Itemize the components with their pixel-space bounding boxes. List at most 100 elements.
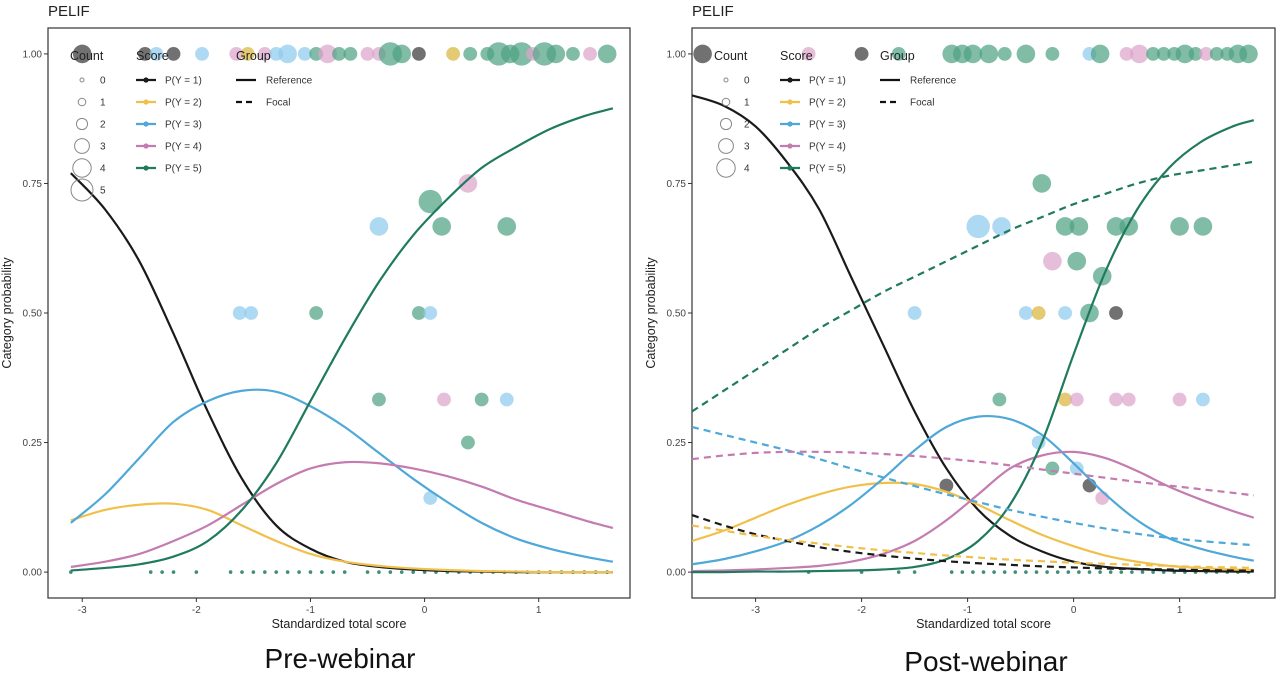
x-tick-label: 0 bbox=[1071, 605, 1077, 616]
x-tick-label: 1 bbox=[1177, 605, 1183, 616]
zero-count-dot bbox=[251, 570, 256, 574]
legend-group-title: Group bbox=[880, 49, 915, 63]
observed-proportion-bubble bbox=[497, 217, 517, 236]
x-tick-label: 1 bbox=[536, 605, 542, 616]
legend-score-dot bbox=[143, 99, 149, 105]
observed-proportion-bubble bbox=[546, 44, 566, 64]
observed-proportion-bubble bbox=[1193, 217, 1213, 236]
observed-proportion-bubble bbox=[1090, 44, 1110, 64]
observed-proportion-bubble bbox=[232, 306, 247, 320]
y-tick-label: 0.00 bbox=[667, 568, 687, 579]
legend-score-label: P(Y = 1) bbox=[165, 76, 202, 87]
plot-frame bbox=[47, 27, 631, 599]
zero-count-dot bbox=[263, 570, 267, 574]
legend-count-label: 0 bbox=[100, 76, 106, 87]
observed-proportion-bubble bbox=[423, 491, 438, 505]
observed-proportion-bubble bbox=[1031, 306, 1046, 320]
series-line bbox=[692, 524, 1254, 570]
panel-caption: Post-webinar bbox=[904, 646, 1067, 676]
observed-proportion-bubble bbox=[463, 47, 478, 61]
observed-proportion-bubble bbox=[1209, 47, 1224, 61]
observed-proportion-bubble bbox=[423, 306, 438, 320]
post-webinar-panel: PELIF Post-webinar 0.00 0.25 0.50 0.75 1.00 -… bbox=[644, 3, 1276, 676]
legend-score-dot bbox=[787, 165, 793, 171]
zero-count-dot bbox=[411, 570, 415, 574]
zero-count-dot bbox=[912, 570, 917, 574]
y-tick-label: 0.25 bbox=[23, 438, 43, 449]
legend-group-label: Focal bbox=[266, 98, 290, 109]
zero-count-dot bbox=[297, 570, 301, 574]
zero-count-dot bbox=[992, 570, 996, 574]
zero-count-dot bbox=[342, 570, 347, 574]
probability-curves bbox=[70, 107, 614, 574]
legend-score-label: P(Y = 2) bbox=[165, 98, 202, 109]
observed-proportion-bubble bbox=[474, 392, 489, 407]
series-line bbox=[692, 414, 1255, 566]
observed-proportion-bubble bbox=[891, 47, 906, 61]
zero-count-dot bbox=[1002, 570, 1007, 574]
legend-count-label: 2 bbox=[744, 120, 750, 131]
legend-count-label: 0 bbox=[744, 76, 750, 87]
zero-count-dot bbox=[1034, 570, 1039, 574]
x-axis-title: Standardized total score bbox=[272, 617, 407, 631]
observed-proportion-bubble bbox=[257, 47, 272, 61]
legend-count-symbol bbox=[723, 77, 729, 83]
observed-proportion-bubble bbox=[1069, 461, 1084, 476]
observed-proportion-bubble bbox=[1045, 461, 1060, 476]
zero-count-dot bbox=[1013, 570, 1018, 574]
observed-proportion-bubble bbox=[372, 392, 386, 407]
observed-proportion-bubble bbox=[229, 47, 244, 61]
legend-count-label: 4 bbox=[100, 164, 106, 175]
y-tick-label: 0.75 bbox=[23, 179, 43, 190]
series-line bbox=[70, 502, 613, 574]
series-line bbox=[692, 450, 1254, 497]
zero-count-dot bbox=[160, 570, 164, 574]
observed-proportion-bubble bbox=[693, 44, 712, 64]
zero-count-dot bbox=[896, 570, 901, 574]
zero-count-dot bbox=[1077, 570, 1081, 574]
legend-score-title: Score bbox=[136, 49, 169, 63]
observed-proportion-bubble bbox=[966, 214, 990, 239]
observed-proportion-bubble bbox=[318, 44, 337, 64]
panel-title: PELIF bbox=[692, 3, 734, 20]
legend-count-label: 1 bbox=[100, 98, 106, 109]
observed-proportion-bubble bbox=[244, 306, 259, 320]
observed-proportion-bubble bbox=[166, 47, 181, 61]
observed-proportion-bubble bbox=[446, 47, 461, 61]
zero-count-dot bbox=[1066, 570, 1071, 574]
x-tick-label: -3 bbox=[78, 605, 87, 616]
zero-count-dot bbox=[331, 570, 336, 574]
zero-count-dot bbox=[1024, 570, 1028, 574]
series-line bbox=[692, 481, 1254, 572]
observed-proportion-bubble bbox=[309, 306, 324, 320]
observed-proportion-bubble bbox=[418, 189, 442, 214]
legend-count-label: 5 bbox=[100, 186, 106, 197]
series-line bbox=[692, 160, 1254, 413]
observed-proportion-bubble bbox=[1109, 306, 1123, 320]
pre-webinar-panel: PELIF Pre-webinar 0.00 0.25 0.50 0.75 1.00 -3… bbox=[0, 3, 631, 674]
legend-count-symbol bbox=[70, 178, 94, 202]
observed-proportion-bubble bbox=[963, 44, 983, 64]
zero-count-dot bbox=[1098, 570, 1102, 574]
zero-count-dot bbox=[171, 570, 176, 574]
observed-proportion-bubble bbox=[138, 47, 152, 61]
panel-caption: Pre-webinar bbox=[265, 643, 416, 674]
legend-count-symbol bbox=[719, 117, 733, 131]
legend-score-dot bbox=[787, 99, 793, 105]
zero-count-dot bbox=[148, 570, 153, 574]
observed-proportion-bubble bbox=[1058, 306, 1073, 320]
y-tick-label: 1.00 bbox=[23, 49, 43, 60]
zero-count-dot bbox=[228, 570, 233, 574]
observed-proportion-bubble bbox=[1069, 217, 1089, 236]
zero-count-dot bbox=[1140, 570, 1145, 574]
observed-proportion-bubble bbox=[1199, 47, 1213, 61]
observed-proportion-bubble bbox=[801, 47, 816, 61]
observed-proportion-bubble bbox=[1130, 44, 1149, 64]
x-tick-label: -1 bbox=[963, 605, 972, 616]
legend-score-label: P(Y = 4) bbox=[165, 142, 202, 153]
observed-proportion-bubble bbox=[1172, 392, 1187, 407]
observed-proportion-bubble bbox=[1109, 392, 1123, 407]
zero-count-dot bbox=[285, 570, 290, 574]
x-tick-label: -1 bbox=[306, 605, 315, 616]
